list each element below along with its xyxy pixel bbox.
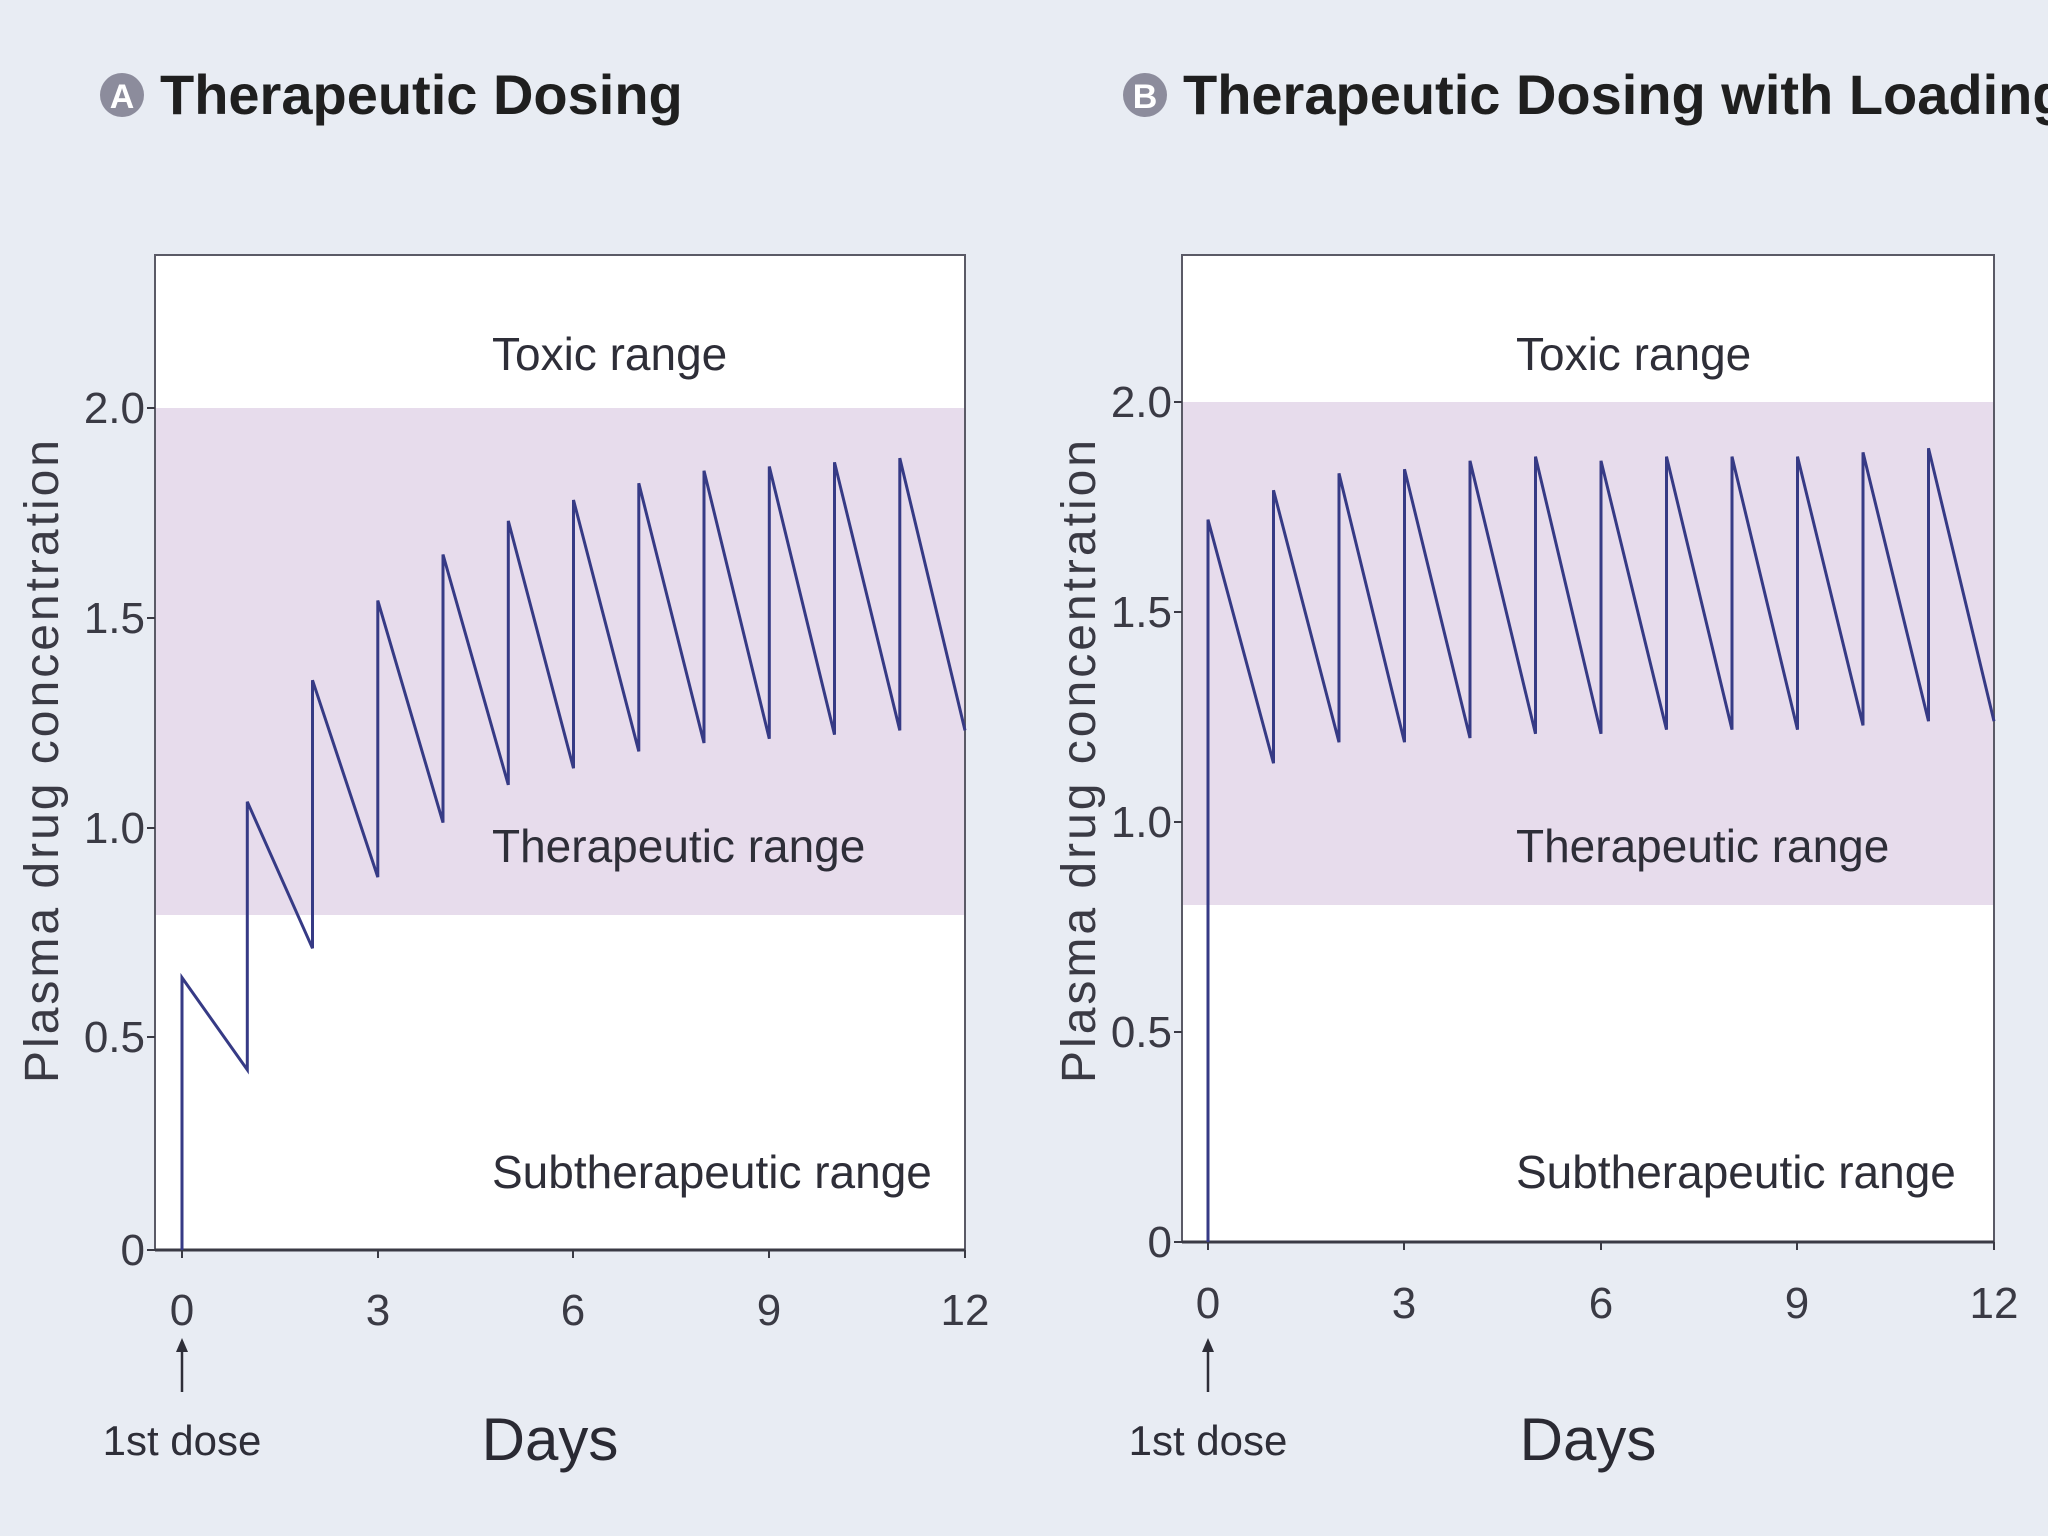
panel-a-concentration-line: [180, 457, 967, 1250]
panel-b-title: Therapeutic Dosing with Loading Dose: [1183, 63, 2048, 126]
panel-a-ytick-label: 0: [121, 1226, 145, 1275]
panel-a-therapeutic-range-label: Therapeutic range: [492, 820, 865, 872]
panel-b: B Therapeutic Dosing with Loading Dose T…: [1053, 63, 2048, 1473]
panel-b-first-dose-arrowhead: [1202, 1338, 1214, 1352]
panel-b-ytick-label: 2.0: [1111, 378, 1172, 427]
panel-a-xtick-label: 0: [170, 1286, 194, 1335]
panel-b-xtick-label: 6: [1589, 1279, 1613, 1328]
panel-a-ytick-label: 0.5: [84, 1013, 145, 1062]
panel-a-subtherapeutic-range-label: Subtherapeutic range: [492, 1146, 932, 1198]
panel-b-xtick-label: 0: [1196, 1279, 1220, 1328]
panel-a-ytick-label: 1.5: [84, 594, 145, 643]
panel-b-badge-circle: [1123, 73, 1167, 117]
panel-a: A Therapeutic Dosing Toxic range Therape…: [16, 63, 989, 1473]
panel-a-xtick-label: 3: [366, 1286, 390, 1335]
panel-b-ytick-label: 0: [1148, 1218, 1172, 1267]
panel-b-concentration-line: [1206, 447, 1996, 1242]
panel-a-ytick-label: 2.0: [84, 384, 145, 433]
panel-a-xtick-label: 12: [941, 1286, 990, 1335]
panel-a-first-dose-arrowhead: [176, 1338, 188, 1352]
panel-b-first-dose-label: 1st dose: [1129, 1417, 1288, 1464]
panel-b-therapeutic-range-label: Therapeutic range: [1516, 820, 1889, 872]
panel-a-therapeutic-band: [155, 408, 965, 915]
panel-b-y-axis-label: Plasma drug concentration: [1053, 437, 1106, 1083]
panel-a-xtick-label: 6: [561, 1286, 585, 1335]
panel-a-toxic-range-label: Toxic range: [492, 328, 727, 380]
panel-b-xtick-label: 12: [1970, 1279, 2019, 1328]
panel-a-first-dose-label: 1st dose: [103, 1417, 262, 1464]
panel-b-ytick-label: 0.5: [1111, 1008, 1172, 1057]
panel-b-x-axis-label: Days: [1520, 1406, 1657, 1473]
panel-a-badge-circle: [100, 73, 144, 117]
panel-b-ytick-label: 1.0: [1111, 798, 1172, 847]
panel-a-y-axis-label: Plasma drug concentration: [16, 437, 69, 1083]
panel-b-ytick-label: 1.5: [1111, 588, 1172, 637]
panel-a-ytick-label: 1.0: [84, 804, 145, 853]
panel-a-x-axis-label: Days: [482, 1406, 619, 1473]
panel-b-toxic-range-label: Toxic range: [1516, 328, 1751, 380]
panel-b-subtherapeutic-range-label: Subtherapeutic range: [1516, 1146, 1956, 1198]
panel-b-xtick-label: 9: [1785, 1279, 1809, 1328]
panel-a-title: Therapeutic Dosing: [160, 63, 683, 126]
panel-b-xtick-label: 3: [1392, 1279, 1416, 1328]
panel-a-badge-letter: A: [110, 78, 135, 116]
panel-b-badge-letter: B: [1133, 78, 1158, 116]
panel-a-xtick-label: 9: [757, 1286, 781, 1335]
